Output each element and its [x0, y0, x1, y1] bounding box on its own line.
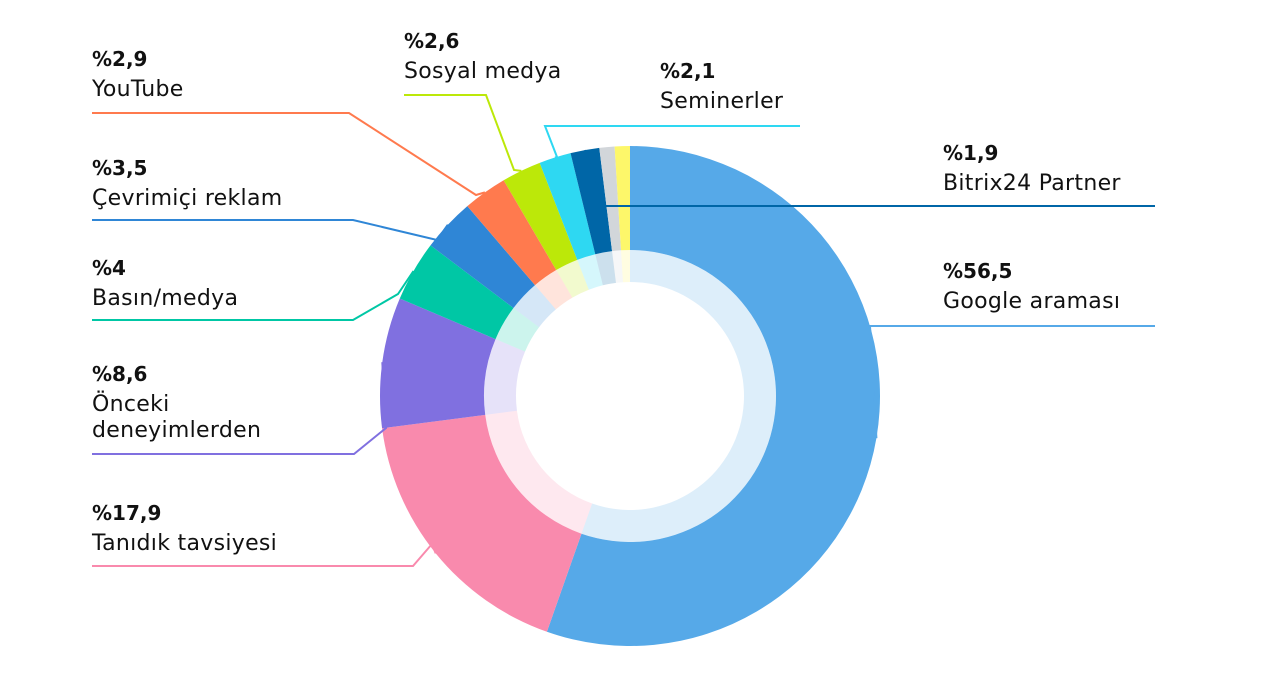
value-label-basin-medya: %4	[92, 256, 126, 280]
inner-ring-basin-medya	[495, 308, 540, 352]
category-label-bitrix24-partner: Bitrix24 Partner	[943, 171, 1121, 196]
leader-lines-group	[92, 94, 1155, 567]
inner-ring-group	[483, 250, 777, 542]
slice-onceki-deneyimlerden	[380, 298, 496, 429]
inner-ring-cevrimici-reklam	[513, 285, 556, 328]
leader-line-youtube	[92, 112, 486, 197]
inner-ring-seminerler	[577, 254, 603, 290]
label-sosyal-medya: %2,6 Sosyal medya	[404, 29, 562, 85]
category-label-basin-medya: Basın/medya	[92, 286, 239, 311]
inner-ring-youtube	[535, 270, 573, 310]
label-youtube: %2,9 YouTube	[92, 47, 184, 103]
leader-line-sosyal-medya	[404, 94, 522, 172]
category-label-youtube: YouTube	[92, 77, 184, 102]
label-bitrix24-partner: %1,9 Bitrix24 Partner	[943, 141, 1121, 197]
slice-sosyal-medya	[503, 162, 578, 271]
value-label-bitrix24-partner: %1,9	[943, 141, 999, 165]
value-label-google-aramasi: %56,5	[943, 259, 1013, 283]
category-label-cevrimici-reklam: Çevrimiçi reklam	[92, 186, 283, 211]
value-label-cevrimici-reklam: %3,5	[92, 156, 148, 180]
slice-unlabeled-9	[599, 146, 622, 252]
slice-tanidik-tavsiyesi	[382, 414, 582, 632]
slice-basin-medya	[399, 245, 514, 340]
slice-bitrix24-partner	[570, 147, 613, 255]
category-label-seminerler: Seminerler	[660, 89, 784, 114]
value-label-tanidik-tavsiyesi: %17,9	[92, 501, 162, 525]
inner-ring-unlabeled-10	[621, 250, 630, 283]
inner-ring-onceki-deneyimlerden	[483, 339, 526, 415]
label-basin-medya: %4 Basın/medya	[92, 256, 238, 312]
leader-line-google-aramasi	[868, 325, 1155, 439]
label-tanidik-tavsiyesi: %17,9 Tanıdık tavsiyesi	[92, 501, 277, 557]
leader-line-onceki-deneyimlerden	[92, 362, 388, 455]
leader-line-bitrix24-partner	[583, 149, 1155, 207]
category-label-onceki-deneyimlerden: Önceki deneyimlerden	[92, 392, 262, 443]
category-label-tanidik-tavsiyesi: Tanıdık tavsiyesi	[92, 531, 278, 556]
value-label-onceki-deneyimlerden: %8,6	[92, 362, 148, 386]
label-onceki-deneyimlerden: %8,6 Önceki deneyimlerden	[92, 362, 332, 444]
inner-ring-google-aramasi	[581, 250, 777, 542]
leader-line-seminerler	[543, 125, 800, 159]
slices-group	[380, 146, 880, 646]
inner-ring-unlabeled-9	[612, 250, 623, 283]
value-label-sosyal-medya: %2,6	[404, 29, 460, 53]
inner-ring-tanidik-tavsiyesi	[485, 410, 593, 534]
leader-line-tanidik-tavsiyesi	[92, 542, 437, 567]
category-label-sosyal-medya: Sosyal medya	[404, 59, 562, 84]
slice-cevrimici-reklam	[430, 206, 536, 309]
slice-unlabeled-10	[614, 146, 630, 251]
slice-youtube	[467, 180, 557, 286]
label-google-aramasi: %56,5 Google araması	[943, 259, 1120, 315]
slice-seminerler	[539, 153, 596, 260]
label-seminerler: %2,1 Seminerler	[660, 59, 783, 115]
value-label-youtube: %2,9	[92, 47, 148, 71]
inner-ring-bitrix24-partner	[595, 251, 616, 286]
category-label-google-aramasi: Google araması	[943, 289, 1121, 314]
leader-line-basin-medya	[92, 270, 415, 321]
label-cevrimici-reklam: %3,5 Çevrimiçi reklam	[92, 156, 282, 212]
leader-line-cevrimici-reklam	[92, 219, 449, 242]
value-label-seminerler: %2,1	[660, 59, 716, 83]
inner-ring-sosyal-medya	[556, 259, 589, 298]
slice-google-aramasi	[546, 146, 880, 646]
